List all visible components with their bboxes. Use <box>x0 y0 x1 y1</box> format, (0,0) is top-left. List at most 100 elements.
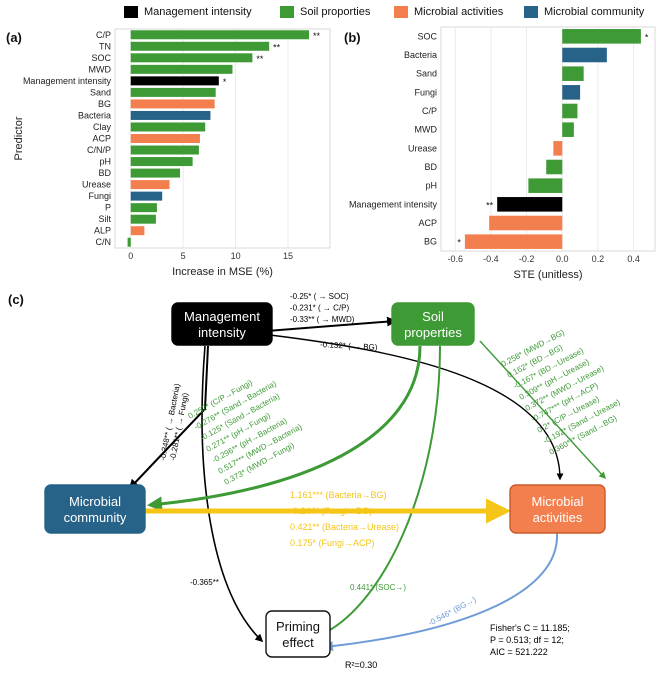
arrow-management-to-activities <box>269 334 564 481</box>
chart-a-y-tick-label: pH <box>99 157 111 167</box>
chart-b-bar <box>562 66 584 81</box>
arrow-soil-to-priming <box>316 345 441 638</box>
chart-a-x-tick-label: 10 <box>231 251 241 261</box>
node-priming-label: effect <box>282 635 314 650</box>
legend-swatch-community <box>524 6 538 18</box>
legend-swatch-management <box>124 6 138 18</box>
legend-label-activities: Microbial activities <box>414 6 504 18</box>
chart-b-significance: * <box>645 32 649 42</box>
chart-a-bar <box>130 214 156 224</box>
label-management-priming: -0.365** <box>190 578 219 587</box>
node-activities <box>509 484 606 534</box>
chart-b-x-tick-label: -0.4 <box>483 254 499 264</box>
chart-a-y-tick-label: SOC <box>91 53 111 63</box>
chart-a-bar <box>130 203 157 213</box>
chart-b-bar <box>497 197 563 212</box>
node-management-label: Management <box>184 309 260 324</box>
arrow-soil-to-activities <box>479 340 606 480</box>
chart-a-y-tick-label: P <box>105 203 111 213</box>
node-priming <box>265 610 331 658</box>
node-community-label: community <box>64 510 127 525</box>
chart-a-y-tick-label: C/P <box>96 30 111 40</box>
node-soil-label: properties <box>404 325 462 340</box>
chart-a-bar <box>130 145 199 155</box>
legend-item-management: Management intensity <box>124 5 252 19</box>
arrow-management-to-community <box>128 345 209 490</box>
chart-b-x-axis-label: STE (unitless) <box>513 269 582 281</box>
chart-a-y-tick-label: ALP <box>94 226 111 236</box>
label-model-fit: AIC = 521.222 <box>490 647 548 657</box>
chart-a-y-tick-label: Management intensity <box>23 76 112 86</box>
chart-b-bar <box>528 178 563 193</box>
panel-b-label: (b) <box>344 30 361 45</box>
chart-b-x-tick-label: 0.2 <box>592 254 605 264</box>
chart-b-y-tick-label: pH <box>425 181 437 191</box>
label-model-fit: Fisher's C = 11.185; <box>490 623 570 633</box>
legend-swatch-soil <box>280 6 294 18</box>
chart-legend: Management intensity Soil proporties Mic… <box>0 2 662 22</box>
chart-b-bar <box>546 159 563 175</box>
node-community <box>44 484 146 534</box>
node-activities-label: Microbial <box>531 494 583 509</box>
chart-b-x-tick-label: -0.6 <box>448 254 464 264</box>
chart-a-bar <box>130 30 310 40</box>
chart-a-y-tick-label: Clay <box>93 122 112 132</box>
chart-b-bar <box>562 85 581 100</box>
chart-a-x-tick-label: 0 <box>128 251 133 261</box>
legend-swatch-activities <box>394 6 408 18</box>
chart-a-significance: ** <box>313 31 321 41</box>
label-community-activities: 0.175* (Fungi→ACP) <box>290 538 375 548</box>
chart-a-bar <box>130 64 233 74</box>
chart-a-y-axis-label: Predictor <box>13 116 25 160</box>
chart-b-bar <box>562 47 607 63</box>
arrow-activities-to-priming <box>323 532 559 652</box>
chart-a-y-tick-label: MWD <box>89 64 112 74</box>
chart-b-plot-area <box>440 26 656 252</box>
chart-a-y-tick-label: Silt <box>98 214 111 224</box>
chart-b-bar <box>562 122 574 137</box>
chart-b-y-tick-label: Management intensity <box>349 199 438 209</box>
label-community-activities: 0.421** (Bacteria→Urease) <box>290 522 399 532</box>
legend-label-community: Microbial community <box>544 6 645 18</box>
chart-b-y-tick-label: Urease <box>408 143 437 153</box>
chart-a-bar <box>130 76 219 86</box>
chart-a-bar <box>130 110 211 120</box>
chart-a-y-tick-label: TN <box>99 41 111 51</box>
node-management-label: intensity <box>198 325 246 340</box>
label-management-soil: -0.33** ( → MWD) <box>290 315 355 324</box>
label-community-activities: -0.244* (Fungi→BG) <box>290 506 372 516</box>
chart-b-y-tick-label: ACP <box>418 218 437 228</box>
chart-a-y-tick-label: BD <box>98 168 111 178</box>
chart-a-y-tick-label: BG <box>98 99 111 109</box>
chart-b-significance: * <box>457 238 461 248</box>
label-r2: R²=0.30 <box>345 660 377 670</box>
chart-a-bar <box>130 191 163 201</box>
chart-a-y-tick-label: Fungi <box>88 191 111 201</box>
legend-label-soil: Soil proporties <box>300 6 371 18</box>
chart-a-y-tick-label: Urease <box>82 180 111 190</box>
node-soil <box>391 302 475 346</box>
chart-b-y-tick-label: BD <box>424 162 437 172</box>
arrow-soil-to-community <box>147 345 422 512</box>
label-model-fit: P = 0.513; df = 12; <box>490 635 564 645</box>
label-management-soil: -0.25* ( → SOC) <box>290 292 349 301</box>
arrow-management-to-priming <box>201 345 264 643</box>
chart-a-y-tick-label: Sand <box>90 87 111 97</box>
node-management <box>171 302 273 346</box>
node-soil-label: Soil <box>422 309 444 324</box>
chart-a-significance: ** <box>256 54 264 64</box>
label-community-activities: 1.161*** (Bacteria→BG) <box>290 490 387 500</box>
chart-b-y-tick-label: Bacteria <box>404 50 437 60</box>
chart-a-bar <box>130 53 253 63</box>
chart-b-bar <box>553 141 563 156</box>
chart-a-significance: ** <box>273 42 281 52</box>
chart-a-bar <box>130 180 170 190</box>
label-management-soil: -0.231* ( → C/P) <box>290 304 349 313</box>
node-priming-label: Priming <box>276 619 320 634</box>
chart-a-bar <box>130 41 270 51</box>
chart-b-bar <box>562 29 641 44</box>
chart-a-bar <box>130 134 200 143</box>
node-community-label: Microbial <box>69 494 121 509</box>
